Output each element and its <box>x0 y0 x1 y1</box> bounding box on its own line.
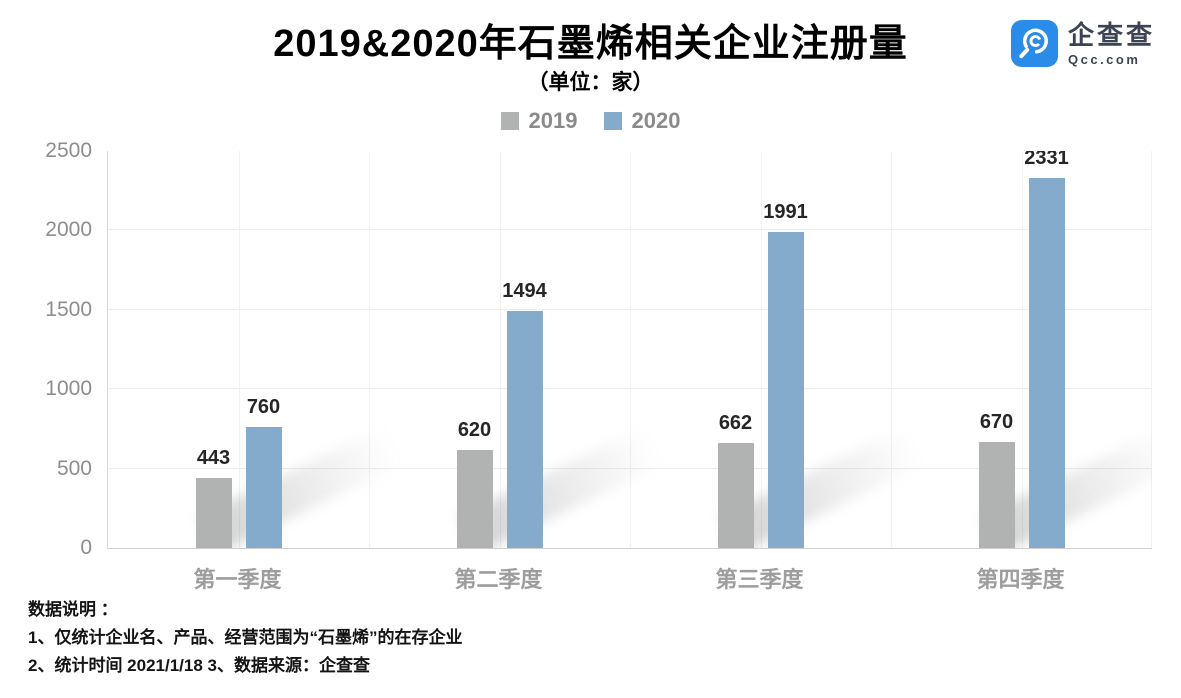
gridline-vertical <box>499 151 501 548</box>
qcc-logo-domain: Qcc.com <box>1067 51 1141 67</box>
x-category-label-q3: 第三季度 <box>715 567 804 592</box>
y-tick-label-1500: 1500 <box>45 297 92 321</box>
legend-label-2019: 2019 <box>528 108 578 133</box>
value-label-2020-q2: 1494 <box>502 279 547 302</box>
chart-legend: 2019 2020 <box>0 108 1181 134</box>
gridline-vertical <box>1021 151 1023 548</box>
y-tick-label-2500: 2500 <box>45 139 92 162</box>
gridline-vertical <box>891 151 892 548</box>
legend-label-2020: 2020 <box>631 108 681 133</box>
gridline-vertical <box>630 151 631 548</box>
qcc-logo-icon <box>1010 20 1058 67</box>
footer-note-line2: 2、统计时间 2021/1/18 3、数据来源：企查查 <box>28 656 370 675</box>
bar-2020-q3 <box>767 231 804 548</box>
bar-2020-q2 <box>506 310 543 548</box>
qcc-logo: 企查查 Qcc.com <box>1010 20 1155 67</box>
value-label-2019-q2: 620 <box>457 418 492 441</box>
value-label-2019-q1: 443 <box>196 446 231 469</box>
qcc-logo-text: 企查查 Qcc.com <box>1068 22 1155 66</box>
value-label-2020-q3: 1991 <box>763 200 808 223</box>
x-category-label-q2: 第二季度 <box>454 567 543 592</box>
x-category-label-q4: 第四季度 <box>976 567 1065 592</box>
bar-2019-q1 <box>195 477 232 548</box>
bar-2019-q4 <box>978 441 1015 548</box>
value-label-2019-q4: 670 <box>979 410 1014 433</box>
chart-title: 2019&2020年石墨烯相关企业注册量 <box>273 23 908 65</box>
gridline-vertical <box>238 151 240 548</box>
bar-2020-q4 <box>1028 177 1065 548</box>
x-category-label-q1: 第一季度 <box>193 567 282 592</box>
value-label-2020-q1: 760 <box>246 396 281 419</box>
bar-2019-q2 <box>456 449 493 548</box>
y-tick-label-500: 500 <box>56 456 92 480</box>
y-tick-label-0: 0 <box>80 536 92 559</box>
legend-swatch-2019 <box>500 112 519 130</box>
value-label-2020-q4: 2331 <box>1024 151 1069 169</box>
footer-note-title: 数据说明 ： <box>28 600 118 619</box>
legend-swatch-2020 <box>603 112 622 130</box>
value-label-2019-q3: 662 <box>718 411 753 434</box>
legend-item-2020: 2020 <box>603 108 681 134</box>
bar-2020-q1 <box>245 427 282 548</box>
gridline-vertical <box>760 151 762 548</box>
y-tick-label-1000: 1000 <box>45 377 92 401</box>
y-tick-label-2000: 2000 <box>45 218 92 242</box>
plot-area: 443 760 620 1494 662 1991 670 2331 <box>107 151 1152 549</box>
qcc-logo-name: 企查查 <box>1067 19 1155 50</box>
gridline-vertical <box>369 151 370 548</box>
legend-item-2019: 2019 <box>500 108 578 134</box>
chart-subtitle: （单位：家） <box>527 71 654 94</box>
footer-notes: 数据说明 ： 1、仅统计企业名、产品、经营范围为“石墨烯”的在存企业 2、统计时… <box>28 596 462 680</box>
gridline-vertical <box>1151 151 1152 548</box>
footer-note-line1: 1、仅统计企业名、产品、经营范围为“石墨烯”的在存企业 <box>28 628 463 647</box>
bar-2019-q3 <box>717 442 754 548</box>
